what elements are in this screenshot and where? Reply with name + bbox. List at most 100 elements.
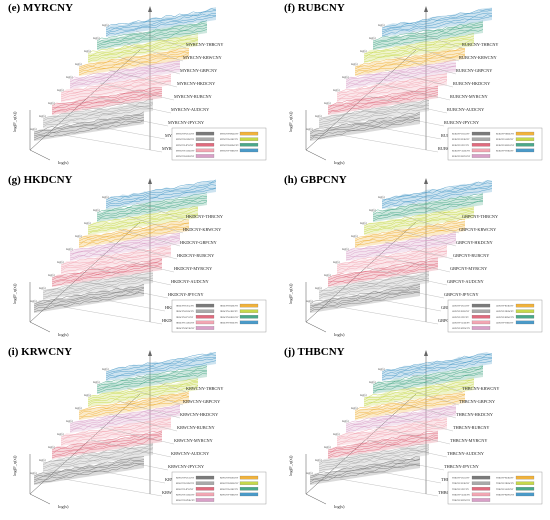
legend-swatch (471, 137, 491, 141)
legend-swatch (471, 481, 491, 485)
legend-entry-label: RUBCNY-GBPCNY (496, 139, 514, 141)
label-leader-line (411, 202, 463, 221)
legend-entry-label: HKDCNY-MYRCNY (176, 328, 195, 330)
legend-entry-label: THBCNY-USACNY (452, 477, 470, 480)
surface-trace-line (78, 47, 189, 68)
surface-trace-line (363, 212, 475, 233)
surface-trace-line (372, 29, 484, 50)
surface-trace-line (354, 50, 466, 72)
surface-trace-line (60, 421, 172, 442)
series-surface-9: log(s) HKDCNY-THBCNY (102, 179, 223, 221)
label-leader-line (126, 387, 184, 406)
legend-swatch (239, 143, 259, 147)
surface-trace-line (381, 356, 493, 377)
y-axis-label: log(F_q(s)) (12, 455, 17, 476)
surface-trace-line (51, 262, 163, 283)
legend-entry-label: HKDCNY-USACNY (176, 305, 194, 308)
series-surface-9: log(s) THBCNY-KRWCNY (378, 352, 499, 393)
surface-trace-line (87, 382, 198, 403)
label-leader-line (126, 215, 184, 234)
surface-trace-line (381, 185, 493, 205)
surface-trace-line (327, 260, 439, 281)
surface-trace-line (87, 206, 199, 227)
pair-label: GBPCNY-THBCNY (462, 214, 498, 219)
surface-trace-line (363, 210, 475, 231)
label-leader-line (117, 400, 181, 419)
surface-trace-line (345, 407, 457, 427)
legend-entry-label: KRWCNY-USACNY (176, 477, 195, 480)
legend-swatch (195, 131, 215, 136)
surface-trace-line (51, 439, 163, 459)
surface-trace-line (363, 386, 475, 407)
legend-swatch (239, 137, 259, 141)
series-surface-4: log(s) RUBCNY-AUDCNY (333, 72, 484, 114)
surface-trace-line (96, 192, 208, 214)
surface-trace-line (78, 223, 190, 244)
surface-trace-line (105, 15, 217, 37)
pair-label: HKDCNY-MYRCNY (174, 266, 212, 271)
surface-trace-line (309, 286, 421, 307)
surface-trace-line (33, 287, 145, 307)
pair-label: GBPCNY-JPYCNY (444, 292, 479, 297)
legend-swatch (239, 320, 259, 325)
series-surface-9: log(s) KRWCNY-THBCNY (102, 351, 223, 393)
surface-trace-line (60, 77, 172, 98)
band-axis-tick-label: log(s) (333, 261, 340, 264)
surface-trace-line (372, 366, 484, 388)
surface-trace-line (309, 456, 421, 477)
surface-trace-line (105, 181, 217, 203)
surface-trace-line (363, 207, 475, 227)
surface-trace-line (51, 263, 163, 285)
surface-trace-line (87, 208, 199, 229)
surface-trace-line (105, 12, 217, 33)
label-leader-line (339, 306, 439, 325)
y-axis-label: log(F_q(s)) (12, 283, 17, 304)
surface-trace-line (327, 433, 438, 453)
legend-swatch (515, 148, 535, 153)
label-leader-line (90, 95, 172, 114)
surface-trace-line (51, 432, 163, 453)
x-axis-label: log(s) (58, 332, 69, 337)
panel-g: (g) HKDCNY log(F_q(s)) log(s) log(s) HKDCNY-… (2, 172, 272, 342)
legend-entry-label: RUBCNY-EURCNY (452, 139, 470, 141)
series-surface-7: log(s) GBPCNY-HKDCNY (360, 205, 493, 247)
x-axis-line (29, 321, 51, 333)
surface-trace-line (60, 425, 172, 446)
surface-trace-line (96, 373, 208, 394)
surface-fill (106, 352, 216, 381)
label-leader-line (402, 387, 460, 406)
surface-trace-line (372, 196, 484, 216)
pair-label: RUBCNY-MYRCNY (450, 94, 488, 99)
surface-trace-line (78, 395, 190, 416)
series-surface-9: log(s) RUBCNY-THBCNY (378, 7, 499, 49)
legend-entry-label: THBCNY-EURCNY (452, 483, 470, 485)
surface-trace-line (42, 444, 154, 466)
label-leader-line (126, 43, 184, 62)
label-leader-line (357, 280, 445, 299)
x-axis-line (305, 493, 327, 505)
legend-entry-label: MYRCNY-USACNY (176, 133, 195, 136)
label-leader-line (393, 400, 457, 419)
surface-trace-line (78, 54, 190, 76)
series-surface-5: log(s) RUBCNY-MYRCNY (342, 60, 488, 101)
label-leader-line (393, 56, 457, 75)
surface-trace-line (336, 250, 448, 270)
surface-trace-line (42, 279, 154, 300)
x-axis-label: log(s) (334, 332, 345, 337)
pair-label: THBCNY-JPYCNY (444, 464, 479, 469)
series-surface-8: log(s) HKDCNY-KRWCNY (93, 192, 221, 234)
surface-trace-line (372, 365, 484, 386)
pair-label: GBPCNY-MYRCNY (450, 266, 487, 271)
surface-trace-line (327, 86, 439, 107)
surface-trace-line (372, 25, 484, 46)
band-axis-tick-label: log(s) (333, 433, 340, 436)
surface-trace-line (42, 443, 154, 464)
surface-trace-line (372, 368, 484, 390)
legend-entry-label: RUBCNY-KRWCNY (496, 145, 515, 147)
label-leader-line (99, 82, 175, 101)
y-axis-label: log(F_q(s)) (12, 111, 17, 132)
label-leader-line (81, 108, 169, 127)
surface-trace-line (318, 275, 430, 296)
surface-trace-line (318, 278, 430, 298)
surface-trace-line (51, 94, 163, 115)
